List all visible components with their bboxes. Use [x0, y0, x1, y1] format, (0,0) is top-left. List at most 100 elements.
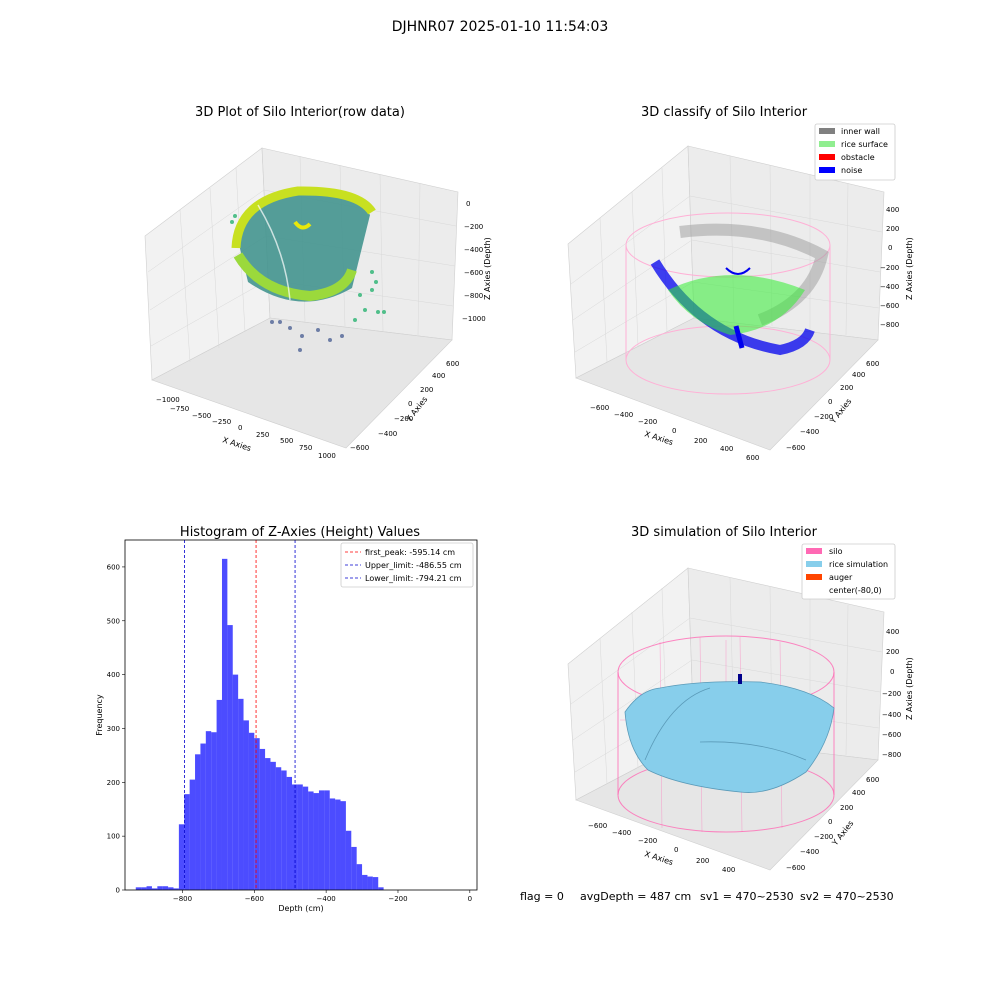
- histogram-bar: [313, 793, 319, 890]
- raw-y-tick: 200: [420, 386, 433, 394]
- raw-x-tick: −250: [212, 418, 231, 426]
- histogram-bar: [324, 790, 330, 890]
- histogram-axes: −800 −600 −400 −200 0 0 100 200 300 400 500 600: [107, 563, 472, 903]
- raw-y-ticks: −600 −400 −200 0 200 400 600: [350, 360, 459, 452]
- histogram-bar: [211, 732, 217, 890]
- classify-x-tick: −600: [590, 404, 609, 412]
- histogram-bar: [362, 874, 368, 890]
- classify-z-tick: 200: [886, 225, 899, 233]
- classify-z-tick: −600: [880, 302, 899, 310]
- classify-z-tick: −400: [880, 283, 899, 291]
- status-sv1: sv1 = 470~2530: [700, 890, 794, 903]
- histogram-legend-label: Upper_limit: -486.55 cm: [365, 561, 462, 570]
- status-sv2: sv2 = 470~2530: [800, 890, 894, 903]
- simulation-y-tick: −400: [800, 848, 819, 856]
- raw-y-tick: −600: [350, 444, 369, 452]
- raw-x-tick: −500: [192, 412, 211, 420]
- histogram-y-tick-label: 100: [107, 833, 120, 841]
- histogram-bar: [318, 790, 325, 890]
- classify-x-tick: −400: [614, 411, 633, 419]
- classify-x-tick: 400: [720, 445, 733, 453]
- raw-y-tick: 600: [446, 360, 459, 368]
- simulation-panel: 3D simulation of Silo Interior: [567, 525, 914, 874]
- classify-y-tick: 0: [828, 398, 832, 406]
- raw-z-label: Z Axies (Depth): [483, 237, 492, 300]
- simulation-panel-title: 3D simulation of Silo Interior: [631, 525, 818, 540]
- histogram-bar: [356, 864, 363, 890]
- raw-z-tick: −1000: [462, 315, 486, 323]
- simulation-x-ticks: −600 −400 −200 0 200 400: [588, 822, 735, 874]
- simulation-z-tick: 400: [886, 628, 899, 636]
- classify-y-tick: 200: [840, 384, 853, 392]
- simulation-legend-swatch: [806, 561, 822, 567]
- simulation-legend-swatch: [806, 548, 822, 554]
- status-avg-depth: avgDepth = 487 cm: [580, 890, 691, 903]
- raw-z-tick: −600: [464, 269, 483, 277]
- histogram-y-tick-label: 400: [107, 671, 120, 679]
- raw-data-panel: 3D Plot of Silo Interior(row data): [144, 105, 492, 460]
- classify-z-tick: −200: [880, 264, 899, 272]
- classify-z-ticks: 400 200 0 −200 −400 −600 −800: [880, 206, 899, 329]
- simulation-x-tick: 200: [696, 857, 709, 865]
- simulation-z-tick: −800: [882, 751, 901, 759]
- histogram-bar: [340, 801, 346, 890]
- histogram-y-label: Frequency: [95, 694, 104, 736]
- histogram-legend: first_peak: -595.14 cm Upper_limit: -486.…: [340, 542, 474, 588]
- classify-y-ticks: −600 −400 −200 0 200 400 600: [786, 360, 879, 452]
- classify-legend-label: rice surface: [841, 140, 888, 149]
- histogram-bar: [308, 791, 314, 890]
- histogram-bar: [200, 743, 206, 890]
- simulation-y-label: Y Axies: [830, 819, 856, 848]
- raw-panel-title: 3D Plot of Silo Interior(row data): [195, 105, 405, 120]
- histogram-bar: [141, 887, 147, 890]
- histogram-bar: [243, 720, 249, 890]
- classify-legend-swatch: [819, 128, 835, 134]
- classify-legend-swatch: [819, 167, 835, 173]
- classify-z-label: Z Axies (Depth): [905, 237, 914, 300]
- simulation-surface: [617, 635, 835, 833]
- raw-z-ticks: 0 −200 −400 −600 −800 −1000: [462, 200, 486, 323]
- classify-legend-label: noise: [841, 166, 862, 175]
- classify-y-tick: 600: [866, 360, 879, 368]
- raw-x-tick: 0: [238, 424, 242, 432]
- classify-legend-swatch: [819, 141, 835, 147]
- histogram-bar: [265, 758, 271, 890]
- simulation-legend: silo rice simulation auger center(-80,0): [801, 543, 896, 600]
- histogram-y-tick-label: 600: [107, 563, 120, 571]
- histogram-bar: [345, 830, 352, 890]
- simulation-y-tick: 600: [866, 776, 879, 784]
- raw-point-cloud: [230, 186, 386, 352]
- simulation-y-tick: 200: [840, 804, 853, 812]
- histogram-bar: [367, 876, 373, 890]
- classify-y-tick: −400: [800, 428, 819, 436]
- histogram-bar: [297, 784, 303, 890]
- simulation-z-tick: 200: [886, 648, 899, 656]
- histogram-bar: [189, 779, 196, 890]
- histogram-bar: [205, 731, 212, 890]
- histogram-x-tick-label: 0: [468, 895, 472, 903]
- simulation-z-tick: 0: [890, 668, 894, 676]
- raw-y-tick: 0: [408, 400, 412, 408]
- histogram-bar: [238, 698, 244, 890]
- simulation-y-tick: 400: [852, 789, 865, 797]
- histogram-frame: [124, 539, 478, 891]
- simulation-x-tick: 400: [722, 866, 735, 874]
- raw-x-tick: 250: [256, 431, 269, 439]
- simulation-y-ticks: −600 −400 −200 0 200 400 600: [786, 776, 879, 872]
- classify-x-ticks: −600 −400 −200 0 200 400 600: [590, 404, 759, 462]
- histogram-bar: [259, 748, 266, 890]
- simulation-legend-label: center(-80,0): [829, 586, 882, 595]
- classify-x-tick: −200: [638, 418, 657, 426]
- histogram-bar: [178, 824, 185, 890]
- histogram-bar: [227, 625, 233, 890]
- simulation-x-tick: −200: [638, 837, 657, 845]
- simulation-x-tick: −600: [588, 822, 607, 830]
- histogram-bar: [286, 776, 293, 890]
- raw-z-tick: 0: [466, 200, 470, 208]
- simulation-legend-label: silo: [829, 547, 843, 556]
- histogram-legend-label: Lower_limit: -794.21 cm: [365, 574, 462, 583]
- histogram-reference-lines: [184, 540, 296, 890]
- histogram-bar: [378, 887, 384, 890]
- classify-y-tick: 400: [852, 371, 865, 379]
- histogram-bar: [270, 761, 276, 890]
